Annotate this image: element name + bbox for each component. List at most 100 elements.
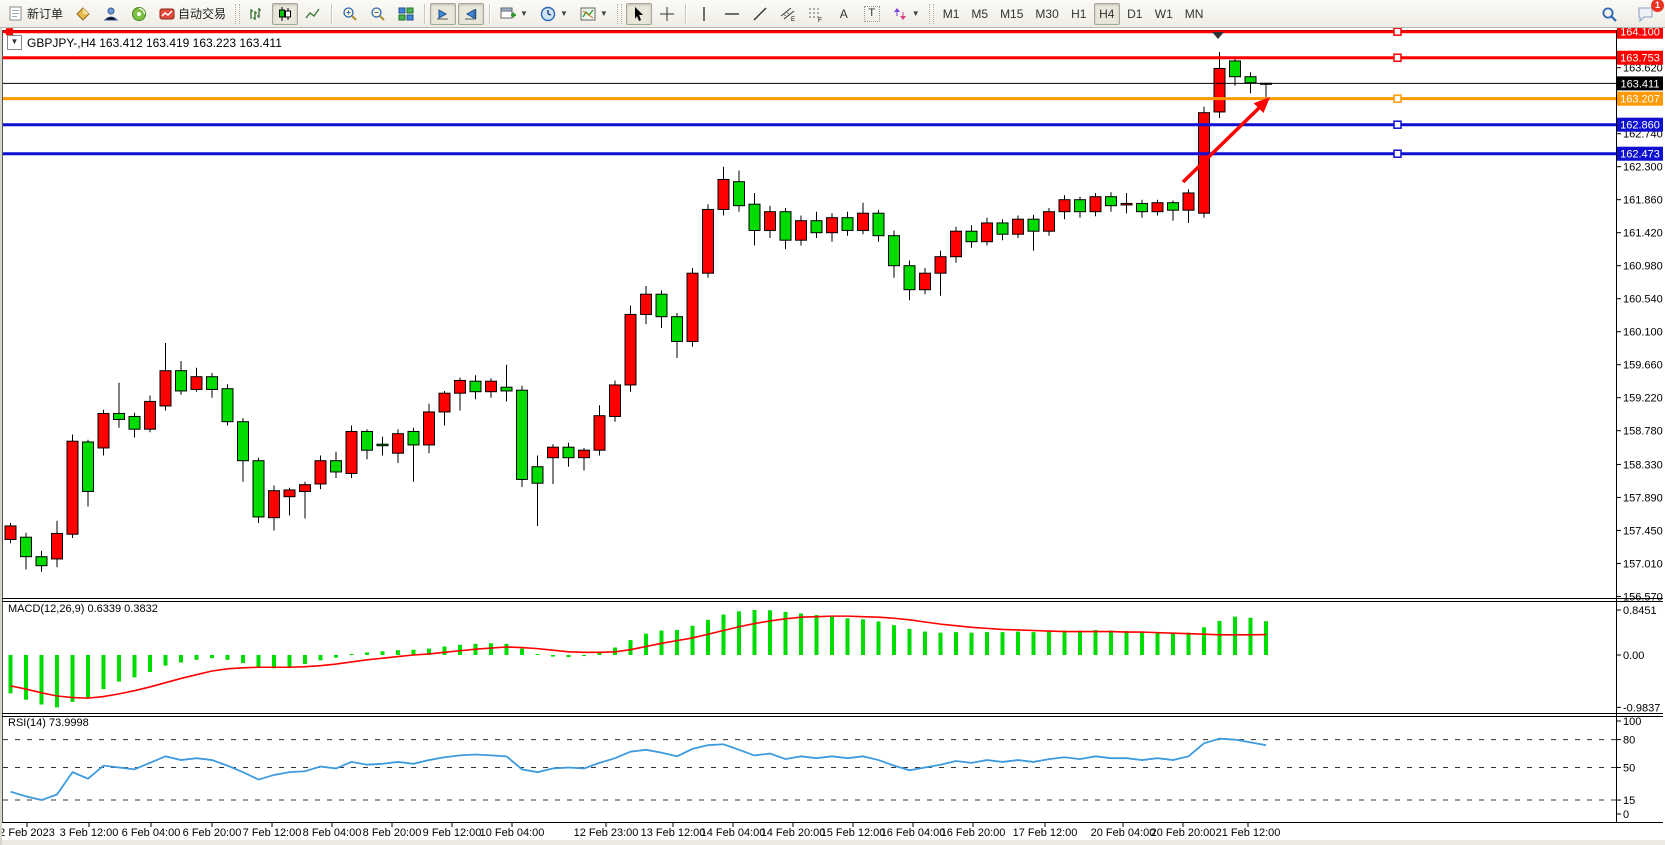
macd-histogram-bar — [985, 632, 989, 655]
crosshair-button[interactable] — [654, 3, 680, 25]
period-button[interactable]: ▼ — [535, 3, 573, 25]
timeframe-button-M15[interactable]: M15 — [995, 3, 1028, 25]
macd-histogram-bar — [1078, 630, 1082, 655]
fibonacci-button[interactable]: F — [803, 3, 829, 25]
period-dropdown[interactable]: ▼ — [559, 9, 568, 18]
timeframe-button-M5[interactable]: M5 — [966, 3, 993, 25]
hline-handle[interactable] — [1393, 120, 1402, 129]
notifications-button[interactable]: 1 — [1632, 0, 1664, 25]
candle-body — [1120, 202, 1133, 206]
autotrading-button[interactable]: 自动交易 — [154, 3, 231, 25]
hline-handle[interactable] — [6, 28, 13, 36]
hline-handle[interactable] — [1393, 149, 1402, 158]
hline-handle[interactable] — [1393, 27, 1402, 36]
candlestick-chart-icon — [277, 6, 293, 22]
hline-handle[interactable] — [1393, 94, 1402, 103]
candle-body — [748, 203, 761, 231]
zoom-in-button[interactable] — [337, 3, 363, 25]
new-chart-dropdown[interactable]: ▼ — [520, 9, 528, 18]
chart-title-bar: ▼ GBPJPY-,H4 163.412 163.419 163.223 163… — [7, 35, 282, 50]
macd-histogram-bar — [1140, 632, 1144, 655]
candle-body — [454, 379, 466, 394]
cursor-button[interactable] — [625, 2, 652, 25]
equidistant-channel-button[interactable]: E — [775, 3, 801, 25]
hline-handle[interactable] — [1393, 53, 1402, 62]
candle-body — [1043, 211, 1055, 232]
timeframe-button-W1[interactable]: W1 — [1150, 3, 1178, 25]
hline-162.860[interactable]: 162.860 — [3, 117, 1663, 132]
chart-shift-marker[interactable] — [1212, 32, 1224, 39]
window-left-border — [0, 28, 2, 845]
arrows-tool-icon — [892, 6, 908, 22]
trendline-button[interactable] — [747, 3, 773, 25]
templates-button[interactable]: ▼ — [575, 3, 613, 25]
candle-body — [1151, 202, 1164, 213]
rsi-indicator-label: RSI(14) 73.9998 — [8, 717, 89, 729]
candle-body — [717, 178, 730, 210]
text-label-tool-button[interactable]: T — [859, 3, 885, 25]
line-chart-icon — [305, 6, 321, 22]
search-button[interactable] — [1596, 3, 1622, 25]
macd-histogram-bar — [520, 648, 524, 655]
candle-body — [562, 446, 575, 459]
rsi-axis-label: 80 — [1623, 735, 1635, 747]
symbol-dropdown-button[interactable]: ▼ — [7, 35, 22, 50]
arrows-tool-button[interactable]: ▼ — [887, 3, 925, 25]
macd-histogram-bar — [504, 643, 509, 655]
candlestick-chart-button[interactable] — [272, 2, 299, 25]
candle-body — [671, 316, 683, 342]
hline-163.753[interactable]: 163.753 — [3, 50, 1663, 65]
signals-button[interactable] — [126, 3, 152, 25]
navigator-button[interactable] — [98, 3, 124, 25]
hline-163.207[interactable]: 163.207 — [3, 91, 1663, 106]
macd-histogram-bar — [768, 610, 772, 655]
templates-dropdown[interactable]: ▼ — [599, 9, 608, 18]
timeframe-button-D1[interactable]: D1 — [1122, 3, 1148, 25]
pane-borders — [2, 30, 1663, 823]
macd-histogram-bar — [814, 615, 819, 655]
auto-scroll-button[interactable] — [430, 2, 457, 25]
timeframe-button-MN[interactable]: MN — [1180, 3, 1209, 25]
macd-histogram-bar — [845, 618, 850, 655]
candle-body — [1089, 196, 1102, 213]
timeframe-button-M1[interactable]: M1 — [938, 3, 965, 25]
timeframe-button-M30[interactable]: M30 — [1030, 3, 1063, 25]
macd-histogram-bar — [566, 655, 571, 658]
candle-body — [872, 212, 885, 237]
candle-body — [159, 370, 172, 407]
toolbar-grip — [235, 3, 241, 24]
candle-body — [485, 380, 497, 393]
text-tool-button[interactable]: A — [831, 3, 857, 25]
timeframe-button-H4[interactable]: H4 — [1093, 2, 1120, 25]
rsi-axis-label: 0 — [1623, 809, 1629, 821]
bar-chart-button[interactable] — [244, 3, 270, 25]
hline-162.473[interactable]: 162.473 — [3, 146, 1663, 161]
chart-type-group — [243, 1, 327, 27]
hline-164.100[interactable]: 164.100 — [3, 24, 1663, 39]
horizontal-line-button[interactable] — [719, 3, 745, 25]
new-chart-button[interactable]: ▼ — [495, 3, 533, 25]
zoom-out-button[interactable] — [365, 3, 391, 25]
fibonacci-icon: F — [808, 6, 824, 24]
macd-histogram-bar — [1062, 630, 1067, 655]
rsi-line — [10, 737, 1267, 801]
candle-body — [702, 208, 714, 274]
macd-histogram-bar — [86, 655, 90, 698]
vertical-line-button[interactable] — [691, 3, 717, 25]
market-watch-button[interactable] — [70, 3, 96, 25]
chart-shift-button[interactable] — [458, 2, 485, 25]
candle-body — [299, 484, 311, 492]
arrows-dropdown[interactable]: ▼ — [911, 9, 920, 18]
candle-body — [51, 532, 63, 560]
line-chart-button[interactable] — [300, 3, 326, 25]
trendline-icon — [752, 6, 768, 22]
candle-body — [407, 430, 420, 446]
macd-histogram-bar — [1264, 621, 1268, 655]
macd-histogram-bar — [442, 646, 447, 655]
new-order-button[interactable]: 新订单 — [3, 3, 68, 25]
timeframe-button-H1[interactable]: H1 — [1066, 3, 1092, 25]
tile-windows-button[interactable] — [393, 3, 419, 25]
annotation-arrow[interactable] — [1181, 97, 1270, 184]
time-tick-label: 21 Feb 12:00 — [1216, 827, 1281, 839]
time-tick-label: 10 Feb 04:00 — [480, 827, 545, 839]
